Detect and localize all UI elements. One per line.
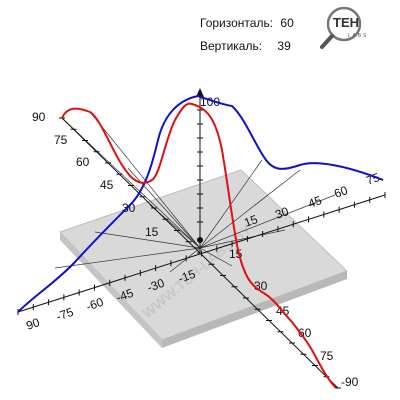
h-tick-label: -15: [176, 267, 197, 286]
radial-grid: [54, 111, 336, 273]
radial-grid-line: [199, 194, 336, 249]
tehlabs-logo: TEH LABS: [320, 6, 369, 49]
v-tick-label: 75: [54, 133, 68, 147]
vertical-readout-value: 39: [277, 39, 291, 53]
h-tick-label: 45: [306, 193, 324, 211]
horizontal-readout-value: 60: [280, 16, 294, 30]
logo-subtext: LABS: [348, 33, 369, 39]
vertical-axis-ticks: [197, 109, 203, 223]
logo-handle: [320, 34, 334, 49]
h-tick-label: -75: [54, 305, 75, 324]
radial-grid-line: [61, 117, 201, 249]
h-tick-label: 30: [273, 204, 291, 222]
horizontal-plane-axis-ticks: [17, 192, 386, 315]
vertical-plane-axis: [59, 117, 341, 389]
h-tick-label: 90: [24, 315, 42, 333]
vertical-pattern-curve: [61, 102, 337, 389]
logo-text: TEH: [333, 15, 359, 30]
v-tick-label: 30: [122, 201, 136, 215]
horizontal-plane-axis-labels: 90 -75 -60 -45 -30 -15 15 30 45 60 75: [24, 170, 382, 333]
plate-side-left: [60, 232, 162, 348]
vertical-readout: Вертикаль: 39: [200, 39, 291, 53]
radial-grid-line: [127, 167, 201, 249]
v-tick-label: 75: [320, 349, 334, 363]
h-tick-label: -30: [145, 276, 166, 295]
radial-grid-line: [54, 247, 201, 269]
h-tick-label: -60: [84, 295, 105, 314]
v-tick-label: 90: [32, 110, 46, 124]
v-tick-label: 60: [298, 326, 312, 340]
horizontal-readout: Горизонталь: 60: [200, 16, 294, 30]
h-tick-label: -45: [114, 286, 135, 305]
vertical-plane-axis-labels: 90 75 60 45 30 15 15 30 45 60 75 -90: [32, 110, 359, 389]
vertical-plane-axis-ticks: [59, 117, 341, 389]
radial-grid-line: [199, 247, 233, 267]
vertical-axis-arrow-icon: [196, 88, 204, 97]
radial-grid-line: [199, 229, 286, 249]
vertical-readout-label: Вертикаль:: [200, 39, 263, 53]
h-tick-label: 60: [332, 183, 350, 201]
horizontal-readout-label: Горизонталь:: [200, 16, 274, 30]
v-tick-label: -90: [341, 375, 359, 389]
v-tick-label: 45: [100, 178, 114, 192]
radial-grid-line: [169, 247, 201, 273]
radial-grid-line: [199, 169, 301, 249]
horizontal-pattern-curve: [17, 94, 384, 313]
v-tick-label: 60: [76, 155, 90, 169]
radial-grid-line: [94, 231, 201, 249]
h-tick-label: 15: [242, 212, 260, 230]
origin-point: [197, 237, 203, 243]
logo-lens: [326, 6, 362, 42]
v-tick-label: 15: [145, 225, 159, 239]
